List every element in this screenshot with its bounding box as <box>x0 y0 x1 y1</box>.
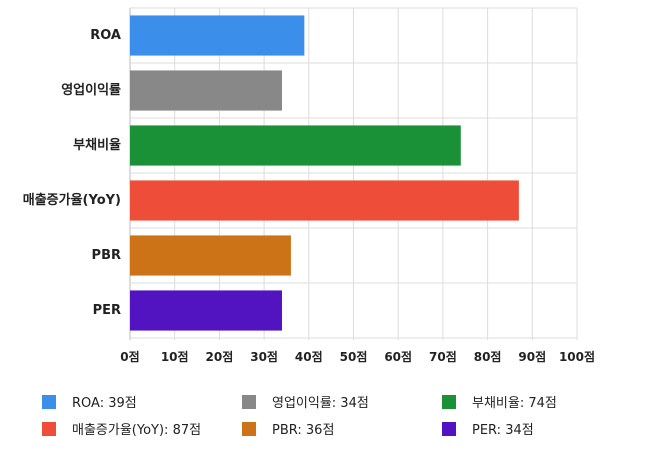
category-label: 매출증가율(YoY) <box>23 192 121 208</box>
bar <box>130 290 282 331</box>
legend-swatch <box>242 394 256 409</box>
x-tick-label: 90점 <box>518 349 546 364</box>
x-tick-label: 0점 <box>120 349 139 364</box>
grid-lines <box>129 7 578 340</box>
legend-item-per: PER: 34점 <box>442 419 642 438</box>
x-tick-label: 50점 <box>340 349 368 364</box>
x-tick-label: 70점 <box>429 349 457 364</box>
x-tick-label: 30점 <box>250 349 278 364</box>
x-tick-label: 40점 <box>295 349 323 364</box>
bar <box>130 235 291 276</box>
legend-item-pbr: PBR: 36점 <box>242 419 442 438</box>
legend-row: ROA: 39점 영업이익률: 34점 부채비율: 74점 <box>42 388 642 415</box>
x-tick-label: 100점 <box>559 349 595 364</box>
bar <box>130 180 519 221</box>
legend-item-revenue-growth: 매출증가율(YoY): 87점 <box>42 419 242 438</box>
legend-item-debt-ratio: 부채비율: 74점 <box>442 392 642 411</box>
legend-label: ROA: 39점 <box>72 396 137 411</box>
legend-label: 매출증가율(YoY): 87점 <box>72 423 202 438</box>
legend-label: 부채비율: 74점 <box>472 396 557 411</box>
category-label: ROA <box>90 28 121 43</box>
legend-swatch <box>42 421 56 436</box>
x-tick-label: 80점 <box>474 349 502 364</box>
category-label: PER <box>93 303 121 318</box>
x-tick-label: 60점 <box>384 349 412 364</box>
legend-row: 매출증가율(YoY): 87점 PBR: 36점 PER: 34점 <box>42 415 642 442</box>
bar <box>130 125 461 166</box>
bar <box>130 15 305 56</box>
legend-swatch <box>242 421 256 436</box>
legend-item-operating-margin: 영업이익률: 34점 <box>242 392 442 411</box>
legend-swatch <box>42 394 56 409</box>
x-tick-label: 10점 <box>161 349 189 364</box>
category-label: PBR <box>92 248 121 263</box>
x-tick-label: 20점 <box>206 349 234 364</box>
category-label: 부채비율 <box>73 137 121 153</box>
x-axis-tick-labels: 0점 10점 20점 30점 40점 50점 60점 70점 80점 90점 100점 <box>120 349 595 364</box>
legend-label: PBR: 36점 <box>272 423 335 438</box>
legend-label: 영업이익률: 34점 <box>272 396 369 411</box>
legend-item-roa: ROA: 39점 <box>42 392 242 411</box>
legend-swatch <box>442 421 456 436</box>
legend: ROA: 39점 영업이익률: 34점 부채비율: 74점 매출증가율(YoY)… <box>42 388 642 442</box>
bar <box>130 70 282 111</box>
legend-swatch <box>442 394 456 409</box>
bars <box>130 15 519 331</box>
legend-label: PER: 34점 <box>472 423 534 438</box>
category-label: 영업이익률 <box>61 82 121 98</box>
